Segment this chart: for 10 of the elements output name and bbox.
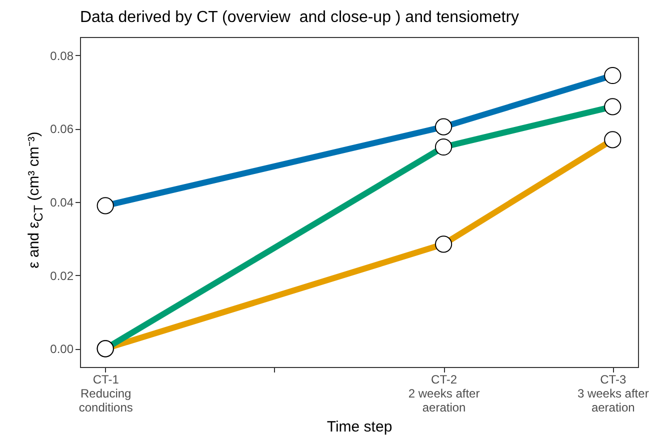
x-tick-label: CT-3 3 weeks after aeration bbox=[577, 372, 649, 414]
y-tick-label: 0.02 bbox=[50, 268, 74, 283]
chart-title: Data derived by CT (overview and close-up ) and tensiometry bbox=[80, 9, 520, 26]
y-tick-label: 0.04 bbox=[50, 196, 74, 210]
x-tick-label: CT-2 2 weeks after aeration bbox=[408, 372, 480, 414]
x-tick-label: CT-1 Reducing conditions bbox=[78, 372, 133, 414]
y-tick-label: 0.00 bbox=[50, 342, 74, 356]
y-tick-label: 0.06 bbox=[50, 122, 74, 136]
y-tick-label: 0.08 bbox=[50, 48, 74, 63]
x-axis-title: Time step bbox=[326, 418, 392, 436]
